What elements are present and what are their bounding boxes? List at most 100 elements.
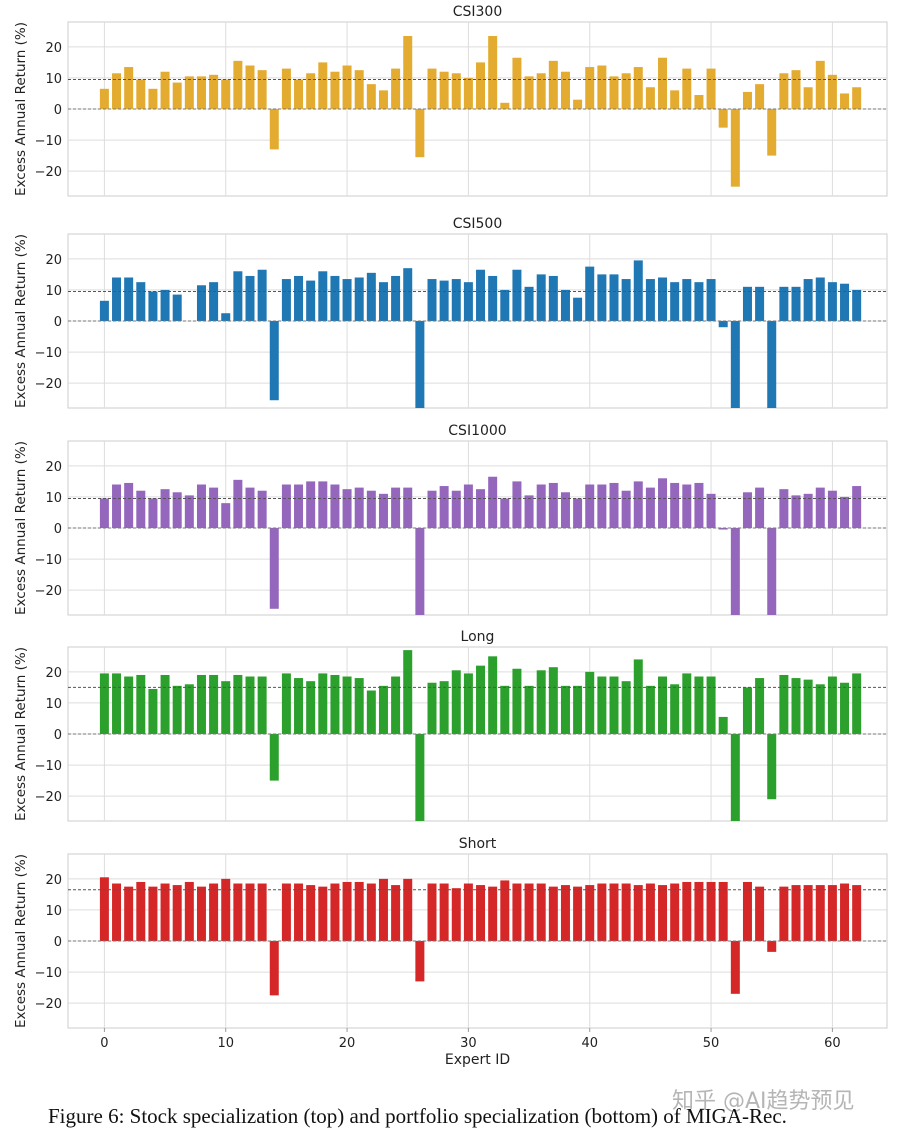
bar-csi1000-0 <box>99 498 109 528</box>
bar-csi300-31 <box>476 62 486 109</box>
bar-short-59 <box>815 885 825 941</box>
bar-csi300-45 <box>645 87 655 109</box>
bar-csi1000-31 <box>476 489 486 528</box>
bar-csi300-2 <box>124 67 134 109</box>
bar-csi300-35 <box>524 76 534 109</box>
bar-csi1000-41 <box>597 484 607 528</box>
bar-csi300-39 <box>573 99 583 109</box>
ytick-label: −10 <box>35 759 62 774</box>
bar-long-62 <box>852 673 862 734</box>
bar-long-7 <box>184 684 194 734</box>
ytick-label: 0 <box>54 935 62 950</box>
bar-csi300-41 <box>597 65 607 109</box>
bar-long-6 <box>172 685 182 734</box>
ytick-label: 20 <box>45 666 62 681</box>
bar-csi300-18 <box>318 62 328 109</box>
bar-csi1000-24 <box>391 487 401 528</box>
bar-short-2 <box>124 886 134 941</box>
bar-long-18 <box>318 673 328 734</box>
bar-csi1000-45 <box>645 487 655 528</box>
bar-csi500-0 <box>99 300 109 321</box>
bar-csi500-49 <box>694 282 704 321</box>
bar-csi500-56 <box>779 286 789 321</box>
bar-short-45 <box>645 883 655 941</box>
bar-short-46 <box>658 885 668 941</box>
bar-csi500-59 <box>815 277 825 321</box>
bar-long-10 <box>221 681 231 734</box>
bar-csi500-26 <box>415 321 425 408</box>
bar-csi1000-52 <box>730 528 740 615</box>
bar-short-36 <box>536 883 546 941</box>
bar-csi300-6 <box>172 82 182 109</box>
bar-csi1000-43 <box>621 490 631 528</box>
bar-csi300-33 <box>500 102 510 109</box>
bar-csi300-36 <box>536 73 546 109</box>
bar-short-43 <box>621 883 631 941</box>
bar-csi1000-44 <box>633 481 643 528</box>
bar-csi300-29 <box>451 73 461 109</box>
bar-csi500-42 <box>609 274 619 321</box>
bar-csi500-6 <box>172 294 182 321</box>
bar-csi300-3 <box>136 79 146 109</box>
xtick-label: 20 <box>339 1036 356 1051</box>
bar-csi300-20 <box>342 65 352 109</box>
bar-short-55 <box>767 941 777 952</box>
bar-csi500-24 <box>391 275 401 321</box>
bar-long-1 <box>112 673 122 734</box>
bar-csi300-7 <box>184 76 194 109</box>
bar-csi300-11 <box>233 60 243 109</box>
bar-csi1000-7 <box>184 495 194 528</box>
ytick-label: −20 <box>35 997 62 1012</box>
bar-csi500-25 <box>403 268 413 321</box>
bar-csi500-51 <box>718 321 728 328</box>
bar-csi300-40 <box>585 67 595 109</box>
bar-csi500-12 <box>245 275 255 321</box>
bar-long-5 <box>160 674 170 734</box>
bar-short-11 <box>233 883 243 941</box>
bar-short-14 <box>269 941 279 996</box>
bar-csi300-42 <box>609 76 619 109</box>
bar-short-51 <box>718 881 728 941</box>
bar-csi1000-53 <box>742 492 752 528</box>
bar-csi300-57 <box>791 70 801 109</box>
bar-csi1000-14 <box>269 528 279 609</box>
bar-csi300-60 <box>827 74 837 109</box>
bar-csi500-58 <box>803 279 813 321</box>
bar-csi1000-23 <box>378 493 388 528</box>
bar-short-4 <box>148 886 158 941</box>
bar-csi1000-57 <box>791 495 801 528</box>
bar-csi1000-51 <box>718 528 728 530</box>
bar-csi1000-3 <box>136 490 146 528</box>
bar-csi1000-9 <box>209 487 219 528</box>
bar-short-8 <box>196 886 206 941</box>
bar-long-54 <box>755 678 765 734</box>
bar-csi300-53 <box>742 91 752 109</box>
bar-csi1000-49 <box>694 482 704 528</box>
bar-short-35 <box>524 883 534 941</box>
bar-csi300-0 <box>99 88 109 109</box>
bar-long-35 <box>524 685 534 734</box>
bar-csi300-4 <box>148 88 158 109</box>
bar-long-48 <box>682 673 692 734</box>
bar-csi500-14 <box>269 321 279 401</box>
panel-title-csi1000: CSI1000 <box>448 423 506 439</box>
bar-long-29 <box>451 670 461 734</box>
bar-csi1000-15 <box>281 484 291 528</box>
bar-long-3 <box>136 674 146 734</box>
bar-long-52 <box>730 734 740 821</box>
bar-short-15 <box>281 883 291 941</box>
bar-short-12 <box>245 883 255 941</box>
bar-short-17 <box>306 885 316 941</box>
bar-long-43 <box>621 681 631 734</box>
bar-csi1000-58 <box>803 493 813 528</box>
bar-csi300-17 <box>306 73 316 109</box>
bar-long-21 <box>354 678 364 734</box>
bar-short-28 <box>439 883 449 941</box>
bar-csi500-8 <box>196 285 206 321</box>
bar-long-36 <box>536 670 546 734</box>
bar-long-25 <box>403 650 413 734</box>
bar-csi1000-22 <box>366 490 376 528</box>
figure-caption: Figure 6: Stock specialization (top) and… <box>48 1104 787 1128</box>
bar-csi500-37 <box>548 275 558 321</box>
bar-csi500-20 <box>342 279 352 321</box>
